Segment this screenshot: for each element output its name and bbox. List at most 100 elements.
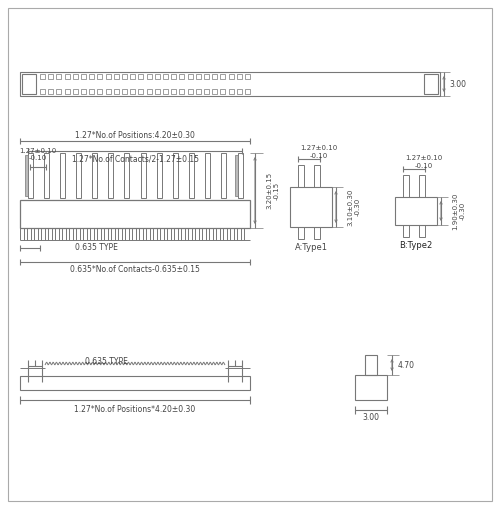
Bar [237, 74, 242, 79]
Bar [22, 74, 36, 94]
Bar [245, 89, 250, 94]
Bar [56, 89, 62, 94]
Text: 1.27*No.of Positions*4.20±0.30: 1.27*No.of Positions*4.20±0.30 [74, 406, 196, 414]
Bar [73, 74, 78, 79]
Bar [205, 153, 210, 198]
Bar [89, 89, 94, 94]
Bar [220, 89, 226, 94]
Bar [298, 165, 304, 187]
Bar [73, 89, 78, 94]
Bar [212, 74, 217, 79]
Text: 0.635 TYPE: 0.635 TYPE [85, 357, 128, 366]
Bar [403, 175, 409, 197]
Text: 0.635*No.of Contacts-0.635±0.15: 0.635*No.of Contacts-0.635±0.15 [70, 266, 200, 274]
Bar [163, 89, 168, 94]
Bar [245, 74, 250, 79]
Bar [56, 74, 62, 79]
Bar [234, 155, 238, 196]
Bar [188, 74, 192, 79]
Bar [20, 398, 250, 416]
Bar [124, 153, 130, 198]
Text: B:Type2: B:Type2 [400, 240, 432, 249]
Bar [222, 153, 226, 198]
Bar [48, 74, 53, 79]
Text: 4.70: 4.70 [398, 360, 414, 370]
Bar [48, 89, 53, 94]
Bar [146, 89, 152, 94]
Bar [20, 72, 440, 96]
Text: 1.90±0.30
-0.30: 1.90±0.30 -0.30 [452, 192, 466, 230]
Bar [140, 153, 145, 198]
Text: 3.00: 3.00 [450, 79, 466, 89]
Bar [106, 74, 110, 79]
Text: 1.27±0.10
-0.10: 1.27±0.10 -0.10 [20, 148, 57, 161]
Text: 3.00: 3.00 [362, 413, 380, 422]
Bar [24, 155, 28, 196]
Bar [114, 74, 119, 79]
Bar [298, 227, 304, 239]
Text: 1.27±0.10
-0.10: 1.27±0.10 -0.10 [406, 156, 442, 168]
Bar [106, 89, 110, 94]
Bar [108, 153, 114, 198]
Bar [64, 89, 70, 94]
Bar [138, 89, 143, 94]
Bar [20, 200, 250, 228]
Bar [238, 153, 242, 198]
Bar [196, 74, 201, 79]
Bar [81, 74, 86, 79]
Bar [314, 165, 320, 187]
Bar [228, 74, 234, 79]
Bar [89, 74, 94, 79]
Bar [173, 153, 178, 198]
Bar [237, 89, 242, 94]
Bar [98, 74, 102, 79]
Bar [196, 89, 201, 94]
Bar [204, 89, 209, 94]
Bar [98, 89, 102, 94]
Bar [419, 175, 425, 197]
Text: 1.27*No.of Positions:4.20±0.30: 1.27*No.of Positions:4.20±0.30 [75, 130, 195, 139]
Bar [146, 74, 152, 79]
Bar [424, 74, 438, 94]
Bar [156, 153, 162, 198]
Bar [171, 89, 176, 94]
Bar [419, 225, 425, 237]
Bar [212, 89, 217, 94]
Bar [228, 89, 234, 94]
Bar [40, 89, 45, 94]
Bar [180, 74, 184, 79]
Bar [314, 227, 320, 239]
Text: 3.20±0.15
-0.15: 3.20±0.15 -0.15 [266, 172, 280, 209]
Text: 1.27±0.10
-0.10: 1.27±0.10 -0.10 [300, 146, 338, 158]
Bar [204, 74, 209, 79]
Bar [155, 74, 160, 79]
Text: A:Type1: A:Type1 [294, 242, 328, 251]
Bar [122, 89, 127, 94]
Bar [365, 355, 377, 375]
Bar [163, 74, 168, 79]
Bar [130, 89, 135, 94]
Bar [403, 225, 409, 237]
Bar [76, 153, 81, 198]
Text: 1.27*No.of Contacts/2-1.27±0.15: 1.27*No.of Contacts/2-1.27±0.15 [72, 155, 198, 163]
Bar [355, 375, 387, 400]
Text: 0.635 TYPE: 0.635 TYPE [75, 243, 118, 252]
Bar [171, 74, 176, 79]
Bar [60, 153, 65, 198]
Bar [28, 153, 32, 198]
Bar [220, 74, 226, 79]
Bar [20, 376, 250, 390]
Bar [395, 197, 437, 225]
Bar [40, 74, 45, 79]
Bar [44, 153, 49, 198]
Bar [180, 89, 184, 94]
Bar [130, 74, 135, 79]
Bar [155, 89, 160, 94]
Bar [64, 74, 70, 79]
Text: 3.10±0.30
-0.30: 3.10±0.30 -0.30 [348, 188, 360, 225]
Bar [189, 153, 194, 198]
Bar [81, 89, 86, 94]
Bar [138, 74, 143, 79]
Bar [92, 153, 97, 198]
Bar [290, 187, 332, 227]
